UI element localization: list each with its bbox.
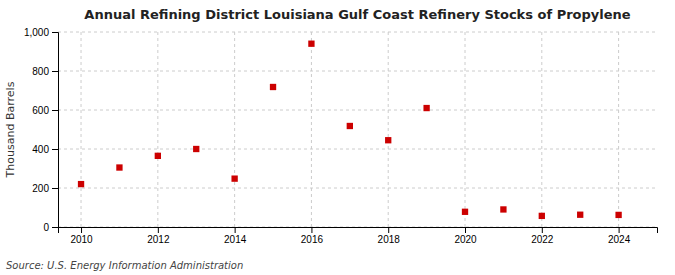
y-tick-label: 1,000: [24, 27, 49, 38]
y-tick-mark: [52, 227, 58, 228]
point: [539, 213, 545, 219]
point: [155, 153, 161, 159]
x-tick-label: 2016: [301, 234, 324, 245]
y-tick: 600: [32, 105, 58, 116]
y-tick-label: 200: [32, 183, 49, 194]
grid-line: [541, 32, 542, 227]
grid-line: [465, 32, 466, 227]
grid-line: [58, 32, 657, 33]
grid-line: [311, 32, 312, 227]
x-tick-label: 2014: [224, 234, 247, 245]
y-axis-title: Thousand Barrels: [4, 81, 17, 178]
point: [231, 175, 237, 181]
x-tick-label: 2022: [531, 234, 554, 245]
y-tick-label: 600: [32, 105, 49, 116]
y-tick-label: 800: [32, 66, 49, 77]
x-tick: 2016: [301, 227, 324, 245]
grid-line: [234, 32, 235, 227]
plot-area: 2010 2012 2014 2016 2018 2020 2022 2024 0 200 400 6…: [24, 27, 658, 245]
y-tick: 0: [43, 222, 58, 233]
x-tick-mark: [465, 227, 466, 233]
point: [116, 164, 122, 170]
title: Annual Refining District Louisiana Gulf …: [84, 7, 630, 22]
point: [615, 212, 621, 218]
x-tick-mark: [388, 227, 389, 233]
y-tick-mark: [52, 149, 58, 150]
point: [385, 137, 391, 143]
annotation: Source: U.S. Energy Information Administ…: [6, 260, 243, 271]
point: [308, 41, 314, 47]
point: [347, 123, 353, 129]
x-tick: 2012: [147, 227, 170, 245]
point: [423, 105, 429, 111]
x-tick-mark: [311, 227, 312, 233]
grid-line: [58, 110, 657, 111]
point: [193, 146, 199, 152]
x-tick-mark: [619, 227, 620, 233]
y-tick-mark: [52, 71, 58, 72]
x-tick-label: 2010: [70, 234, 93, 245]
y-tick-mark: [52, 188, 58, 189]
x-tick-mark: [542, 227, 543, 233]
chart: 2010 2012 2014 2016 2018 2020 2022 2024 0 200 400 6…: [0, 0, 675, 275]
x-tick: 2024: [608, 227, 631, 245]
grid-line: [58, 71, 657, 72]
grid: [58, 32, 657, 227]
y-tick-mark: [52, 110, 58, 111]
point: [577, 212, 583, 218]
y-tick: 200: [32, 183, 58, 194]
y-axis-line: [52, 33, 59, 228]
grid-line: [81, 32, 82, 227]
y-tick: 1,000: [24, 27, 58, 38]
points: [78, 41, 622, 220]
point: [270, 84, 276, 90]
x-tick: 2018: [378, 227, 401, 245]
x-tick-mark: [235, 227, 236, 233]
grid-line: [157, 32, 158, 227]
x-tick-label: 2018: [378, 234, 401, 245]
y-tick-label: 400: [32, 144, 49, 155]
x-tick-label: 2020: [454, 234, 477, 245]
y-tick-mark: [52, 32, 58, 33]
x-tick: 2022: [531, 227, 554, 245]
grid-line: [58, 149, 657, 150]
x-tick-mark: [158, 227, 159, 233]
x-tick: 2014: [224, 227, 247, 245]
y-tick-label: 0: [43, 222, 49, 233]
x-tick: 2010: [70, 227, 93, 245]
y-axis: 0 200 400 600 800 1,000: [24, 27, 59, 233]
x-tick: 2020: [454, 227, 477, 245]
point: [462, 209, 468, 215]
point: [500, 206, 506, 212]
y-tick: 800: [32, 66, 58, 77]
grid-line: [58, 188, 657, 189]
x-tick-label: 2024: [608, 234, 631, 245]
x-axis: 2010 2012 2014 2016 2018 2020 2022 2024: [59, 227, 658, 245]
point: [78, 181, 84, 187]
grid-line: [618, 32, 619, 227]
grid-line: [388, 32, 389, 227]
y-tick: 400: [32, 144, 58, 155]
x-axis-line: [59, 228, 658, 234]
x-tick-mark: [81, 227, 82, 233]
x-tick-label: 2012: [147, 234, 170, 245]
